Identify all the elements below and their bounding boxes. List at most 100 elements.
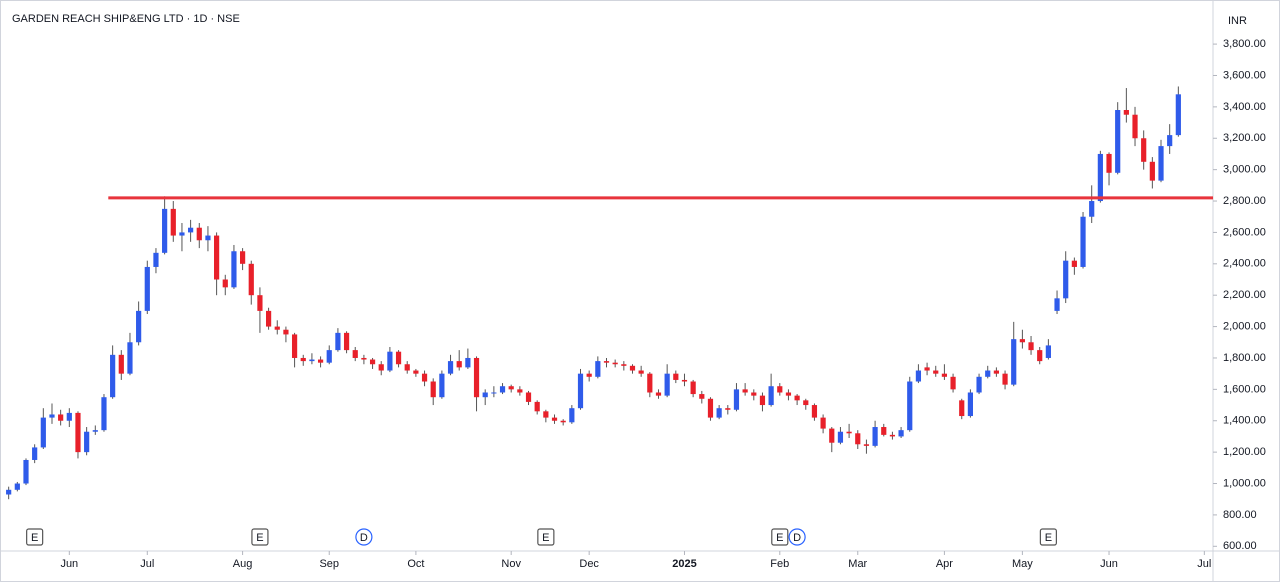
earnings-marker: [771, 528, 789, 546]
candle-body: [92, 430, 98, 432]
y-tick-label: 2,800.00: [1223, 195, 1266, 207]
candle-body: [66, 412, 72, 421]
candle-body: [1132, 114, 1138, 139]
candle-body: [829, 428, 835, 443]
candle-body: [733, 389, 740, 410]
candle-body: [603, 361, 610, 363]
y-tick-label: 3,400.00: [1223, 101, 1266, 113]
candle-body: [473, 357, 480, 398]
y-tick-label: 2,600.00: [1223, 226, 1266, 238]
candle-body: [265, 310, 272, 327]
candle-body: [1106, 153, 1112, 173]
candle-body: [257, 295, 263, 311]
dividend-marker: [355, 528, 373, 546]
candle-body: [941, 373, 948, 377]
event-label: D: [360, 532, 368, 544]
x-tick-label: Apr: [936, 558, 953, 570]
candle-body: [595, 361, 601, 377]
earnings-marker: [251, 528, 269, 546]
candle-body: [1019, 339, 1025, 343]
candle-body: [1063, 260, 1069, 299]
y-tick-label: 2,000.00: [1223, 320, 1266, 332]
dividend-marker: [788, 528, 806, 546]
candle-body: [196, 227, 202, 241]
candle-body: [517, 389, 523, 393]
candle-body: [985, 370, 991, 377]
candle-body: [231, 251, 237, 288]
event-label: D: [793, 532, 801, 544]
candle-body: [820, 417, 826, 429]
candle-body: [586, 373, 592, 377]
candle-body: [768, 386, 774, 406]
candle-body: [430, 381, 436, 398]
candle-body: [101, 397, 107, 431]
candle-body: [309, 359, 315, 362]
chart-title: GARDEN REACH SHIP&ENG LTD · 1D · NSE: [12, 13, 240, 25]
candle-body: [690, 381, 696, 395]
candle-body: [673, 373, 679, 380]
y-tick-label: 2,400.00: [1223, 258, 1266, 270]
event-label: E: [1045, 532, 1052, 544]
currency-label: INR: [1228, 15, 1247, 27]
candle-body: [1037, 350, 1043, 362]
x-tick-label: Oct: [407, 558, 424, 570]
candle-body: [863, 444, 870, 446]
candle-body: [1089, 201, 1095, 217]
candle-body: [326, 350, 332, 363]
candle-body: [84, 431, 90, 453]
y-tick-label: 600.00: [1223, 540, 1257, 552]
candle-body: [1115, 110, 1121, 173]
x-tick-label: Dec: [579, 558, 599, 570]
candle-body: [794, 395, 800, 401]
candle-body: [387, 351, 393, 371]
event-label: E: [256, 532, 263, 544]
y-tick-label: 3,800.00: [1223, 38, 1266, 50]
candle-body: [482, 392, 488, 398]
candle-body: [179, 232, 185, 236]
candle-body: [162, 208, 168, 253]
candle-body: [1080, 216, 1086, 267]
candle-body: [343, 332, 350, 351]
candle-body: [993, 370, 999, 374]
candle-body: [170, 208, 176, 236]
candle-body: [560, 420, 566, 423]
candle-body: [222, 279, 228, 288]
x-tick-label: Aug: [233, 558, 253, 570]
y-tick-label: 1,000.00: [1223, 477, 1266, 489]
candle-body: [1054, 298, 1060, 311]
event-label: E: [776, 532, 783, 544]
candle-body: [647, 373, 653, 393]
candle-body: [811, 405, 818, 418]
candle-body: [924, 367, 930, 371]
candle-body: [6, 489, 12, 495]
candle-body: [499, 386, 506, 393]
candle-body: [621, 364, 627, 366]
y-tick-label: 1,200.00: [1223, 446, 1266, 458]
candle-body: [915, 370, 922, 382]
candle-body: [716, 408, 722, 418]
candle-body: [465, 357, 471, 368]
candle-body: [759, 395, 766, 406]
candle-body: [855, 433, 861, 445]
candle-body: [742, 389, 748, 393]
candle-body: [75, 412, 81, 453]
candle-body: [959, 400, 965, 417]
candle-body: [577, 373, 584, 409]
candle-body: [205, 235, 211, 241]
candle-body: [14, 483, 20, 490]
candle-body: [1167, 135, 1173, 147]
candle-body: [881, 427, 887, 435]
earnings-marker: [26, 528, 44, 546]
candle-body: [413, 370, 419, 374]
candle-body: [898, 430, 904, 437]
candle-body: [1123, 110, 1129, 115]
candle-body: [525, 392, 532, 402]
candle-body: [283, 329, 289, 335]
candle-body: [447, 361, 454, 374]
candle-body: [456, 361, 462, 368]
y-tick-label: 3,600.00: [1223, 69, 1266, 81]
candle-body: [629, 365, 636, 371]
y-tick-label: 3,000.00: [1223, 164, 1266, 176]
